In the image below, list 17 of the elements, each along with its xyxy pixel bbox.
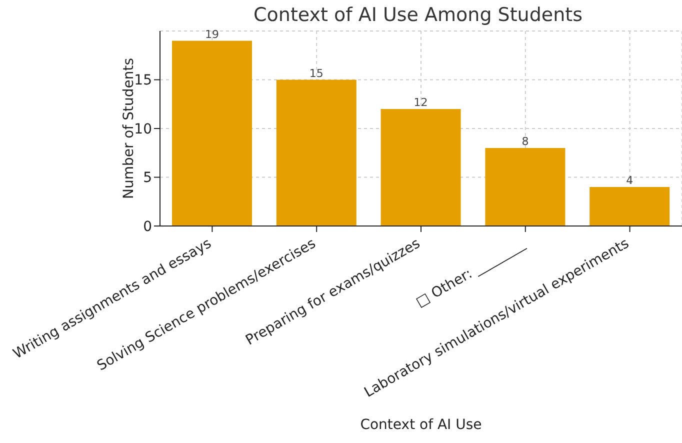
y-tick-label: 15 bbox=[134, 72, 152, 89]
bar bbox=[172, 40, 252, 226]
chart-title: Context of AI Use Among Students bbox=[252, 4, 584, 26]
bar bbox=[380, 109, 461, 226]
bar bbox=[276, 80, 356, 226]
y-tick-label: 10 bbox=[134, 121, 152, 138]
y-tick-label: 0 bbox=[143, 218, 152, 235]
bar bbox=[590, 187, 670, 226]
data-label: 4 bbox=[626, 174, 634, 187]
x-axis-title: Context of AI Use bbox=[360, 417, 482, 433]
data-label: 15 bbox=[309, 66, 324, 80]
bar bbox=[485, 148, 566, 226]
data-label: 19 bbox=[205, 28, 219, 41]
data-label: 12 bbox=[414, 96, 428, 109]
y-tick-label: 5 bbox=[143, 170, 152, 186]
data-label: 8 bbox=[522, 135, 529, 148]
y-axis-title: Number of Students bbox=[120, 58, 137, 200]
